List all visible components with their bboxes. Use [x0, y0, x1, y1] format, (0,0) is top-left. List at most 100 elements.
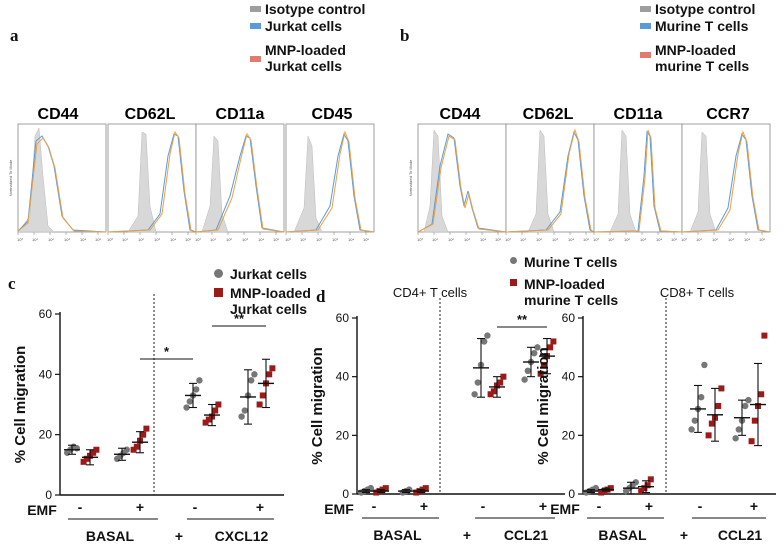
- group-label: BASAL: [373, 527, 422, 543]
- legend-isotype: Isotype control: [655, 1, 756, 17]
- significance-label: **: [234, 311, 245, 326]
- data-point: [598, 489, 605, 496]
- emf-sign: +: [750, 498, 758, 514]
- group-label: CCL21: [504, 527, 549, 543]
- marker-title: CD11a: [614, 106, 663, 123]
- y-axis-label: % Cell migration: [535, 347, 552, 465]
- square-marker-key: [510, 279, 517, 286]
- data-point: [205, 416, 212, 423]
- legend-circle: Murine T cells: [524, 254, 618, 270]
- data-point: [748, 438, 755, 445]
- histogram-cd11a: [592, 123, 683, 243]
- data-point: [638, 488, 645, 495]
- legend-panel-a: Isotype control Jurkat cells MNP-loaded …: [250, 0, 400, 80]
- y-tick-label: 60: [39, 307, 53, 321]
- data-point: [688, 426, 695, 433]
- data-point: [471, 391, 478, 398]
- legend-cells: Murine T cells: [655, 18, 749, 34]
- data-point: [705, 432, 712, 439]
- legend-mnp-line1: MNP-loaded: [655, 42, 736, 58]
- data-point: [133, 443, 140, 450]
- emf-label: EMF: [550, 501, 580, 517]
- data-point: [215, 401, 222, 408]
- legend-cells: Jurkat cells: [265, 18, 343, 34]
- data-point: [241, 407, 248, 414]
- legend-isotype: Isotype control: [265, 1, 366, 17]
- group-label: BASAL: [86, 528, 135, 544]
- group-label: CCL21: [718, 527, 763, 543]
- data-point: [269, 365, 276, 372]
- legend-square-line2: Jurkat cells: [230, 301, 308, 317]
- data-point: [500, 373, 507, 380]
- data-point: [521, 376, 528, 383]
- y-axis-label: % Cell migration: [309, 347, 326, 465]
- panel-d-label: d: [316, 287, 326, 306]
- group-prefix: +: [463, 527, 471, 543]
- data-point: [745, 396, 752, 404]
- y-tick-label: 40: [562, 370, 576, 384]
- data-point: [708, 420, 715, 427]
- data-point: [266, 371, 273, 378]
- cells-swatch: [250, 23, 261, 29]
- histogram-y-label: Normalized To Mode: [8, 159, 13, 196]
- chart-title: CD8+ T cells: [660, 285, 735, 300]
- histogram-cd62l: [106, 123, 197, 243]
- data-point: [490, 388, 497, 395]
- data-point: [382, 485, 389, 492]
- data-point: [761, 332, 768, 339]
- data-point: [484, 332, 491, 339]
- data-point: [422, 485, 429, 492]
- data-point: [715, 403, 722, 409]
- data-point: [547, 344, 554, 351]
- data-point: [413, 489, 420, 496]
- data-point: [196, 377, 203, 384]
- data-point: [632, 479, 639, 486]
- emf-sign: -: [78, 499, 83, 515]
- data-point: [758, 391, 765, 398]
- data-point: [481, 338, 488, 345]
- isotype-swatch: [640, 6, 651, 12]
- emf-sign: -: [193, 499, 198, 515]
- legend-panel-b: Isotype control Murine T cells MNP-loade…: [640, 0, 784, 80]
- circle-marker-key: [510, 257, 517, 264]
- data-point: [550, 338, 557, 345]
- histogram-strip: 10⁰10¹10² 10³10⁴10⁵ CD44 CD62L CD11a CD4…: [8, 106, 771, 243]
- marker-title: CD44: [38, 106, 79, 123]
- circle-marker-key: [214, 269, 223, 278]
- data-point: [73, 445, 81, 452]
- y-axis-label: % Cell migration: [12, 346, 29, 464]
- data-point: [130, 446, 137, 453]
- mnp-swatch: [640, 52, 651, 58]
- data-point: [80, 458, 87, 465]
- y-tick-label: 0: [342, 487, 349, 501]
- data-point: [540, 361, 547, 368]
- emf-sign: -: [597, 498, 602, 514]
- histogram-cd44: [416, 123, 507, 243]
- histogram-ccr7: [680, 123, 771, 243]
- data-point: [701, 361, 708, 369]
- data-point: [644, 482, 651, 489]
- data-point: [83, 455, 90, 462]
- legend-mnp-line2: Jurkat cells: [265, 58, 343, 74]
- emf-sign: +: [645, 498, 653, 514]
- group-prefix: +: [175, 528, 183, 544]
- data-point: [718, 385, 725, 392]
- square-marker-key: [214, 288, 223, 297]
- marker-title: CD62L: [523, 106, 574, 123]
- data-point: [537, 370, 544, 377]
- data-point: [256, 401, 263, 408]
- data-point: [248, 377, 255, 384]
- mnp-swatch: [250, 56, 261, 62]
- data-point: [691, 417, 698, 424]
- legend-mnp-line1: MNP-loaded: [265, 42, 346, 58]
- y-tick-label: 20: [336, 428, 350, 442]
- emf-label: EMF: [324, 501, 354, 517]
- data-point: [123, 446, 130, 453]
- data-point: [524, 367, 531, 374]
- group-prefix: +: [680, 527, 688, 543]
- chart-title: CD4+ T cells: [393, 285, 468, 300]
- y-tick-label: 20: [562, 428, 576, 442]
- legend-circle: Jurkat cells: [230, 266, 308, 282]
- histogram-y-label: Normalized To Mode: [408, 159, 413, 196]
